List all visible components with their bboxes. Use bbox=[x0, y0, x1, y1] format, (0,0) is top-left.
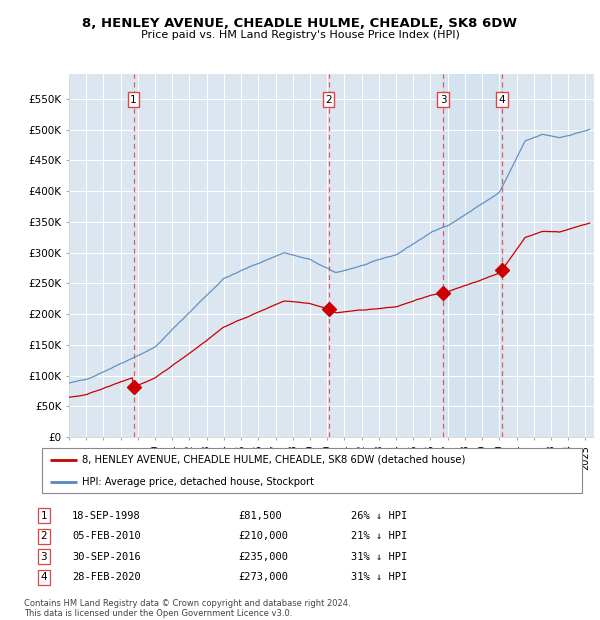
Text: 3: 3 bbox=[440, 95, 446, 105]
Text: £273,000: £273,000 bbox=[238, 572, 289, 582]
Text: 28-FEB-2020: 28-FEB-2020 bbox=[72, 572, 140, 582]
Text: 18-SEP-1998: 18-SEP-1998 bbox=[72, 511, 140, 521]
Bar bbox=[443, 74, 502, 437]
Text: £81,500: £81,500 bbox=[238, 511, 282, 521]
Text: 05-FEB-2010: 05-FEB-2010 bbox=[72, 531, 140, 541]
Text: 31% ↓ HPI: 31% ↓ HPI bbox=[351, 552, 407, 562]
Text: 2: 2 bbox=[325, 95, 332, 105]
Text: £210,000: £210,000 bbox=[238, 531, 289, 541]
Text: 1: 1 bbox=[40, 511, 47, 521]
Text: 4: 4 bbox=[40, 572, 47, 582]
Text: 1: 1 bbox=[130, 95, 137, 105]
Text: HPI: Average price, detached house, Stockport: HPI: Average price, detached house, Stoc… bbox=[83, 477, 314, 487]
Text: £235,000: £235,000 bbox=[238, 552, 289, 562]
Text: 3: 3 bbox=[40, 552, 47, 562]
Text: 30-SEP-2016: 30-SEP-2016 bbox=[72, 552, 140, 562]
Text: 8, HENLEY AVENUE, CHEADLE HULME, CHEADLE, SK8 6DW (detached house): 8, HENLEY AVENUE, CHEADLE HULME, CHEADLE… bbox=[83, 455, 466, 465]
Text: 4: 4 bbox=[499, 95, 505, 105]
Text: 26% ↓ HPI: 26% ↓ HPI bbox=[351, 511, 407, 521]
Text: 8, HENLEY AVENUE, CHEADLE HULME, CHEADLE, SK8 6DW: 8, HENLEY AVENUE, CHEADLE HULME, CHEADLE… bbox=[83, 17, 517, 30]
Text: 2: 2 bbox=[40, 531, 47, 541]
Text: Price paid vs. HM Land Registry's House Price Index (HPI): Price paid vs. HM Land Registry's House … bbox=[140, 30, 460, 40]
Text: 21% ↓ HPI: 21% ↓ HPI bbox=[351, 531, 407, 541]
Text: 31% ↓ HPI: 31% ↓ HPI bbox=[351, 572, 407, 582]
Text: Contains HM Land Registry data © Crown copyright and database right 2024.
This d: Contains HM Land Registry data © Crown c… bbox=[24, 599, 350, 618]
